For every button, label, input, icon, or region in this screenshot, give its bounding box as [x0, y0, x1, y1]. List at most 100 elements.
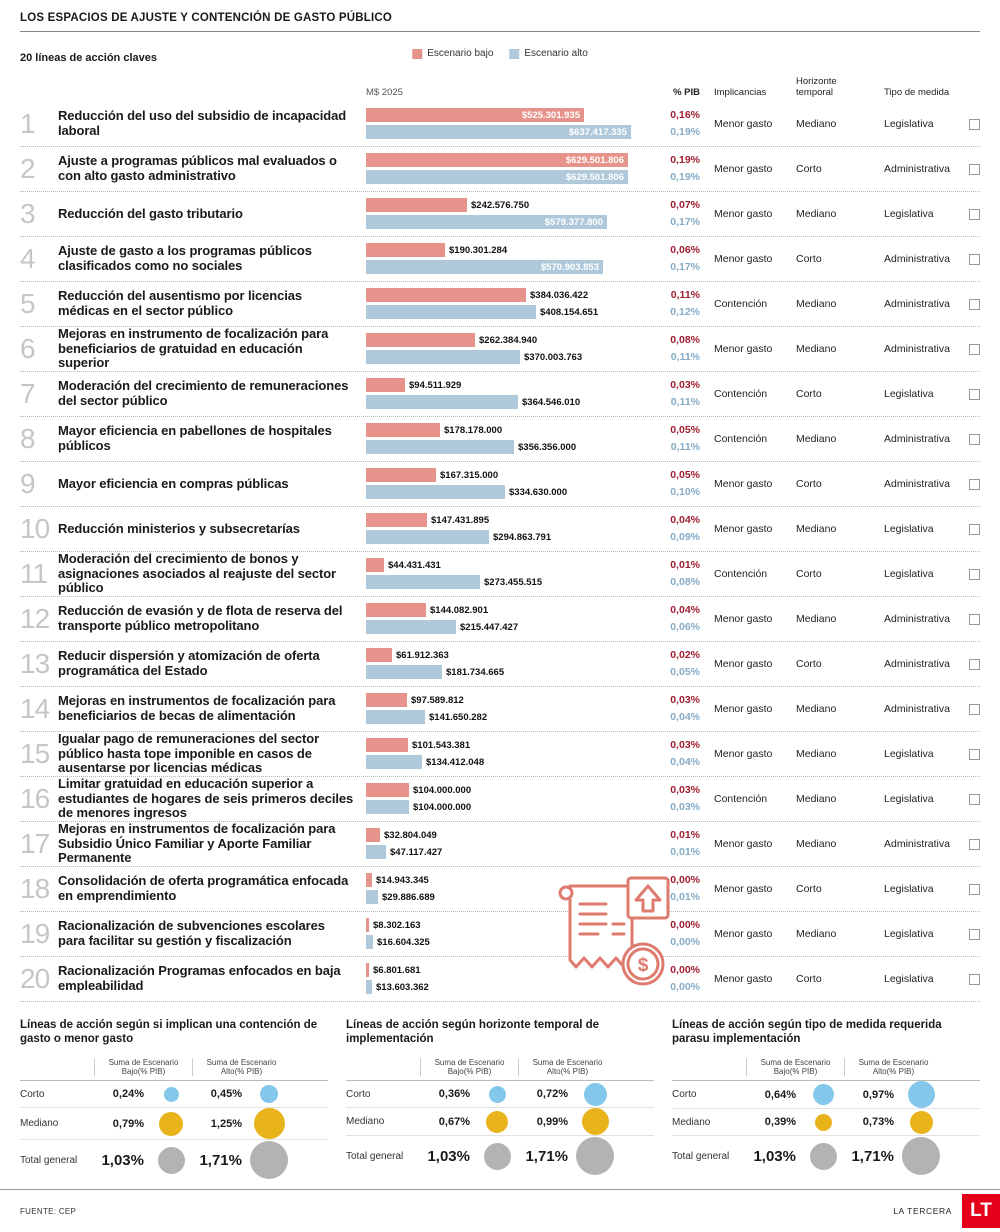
source-credit: FUENTE: CEP — [20, 1206, 77, 1216]
row-checkbox[interactable] — [969, 433, 980, 445]
pib-cell: 0,05% 0,11% — [650, 422, 700, 457]
row-number: 15 — [20, 738, 50, 769]
bar-escenario-bajo — [366, 288, 526, 303]
bar-escenario-bajo — [366, 468, 436, 483]
bar-value-low: $101.543.381 — [412, 740, 471, 752]
pib-cell: 0,11% 0,12% — [650, 287, 700, 322]
summary-header: Suma de Escenario Bajo(% PIB) Suma de Es… — [346, 1058, 654, 1081]
summary-rows: Corto 0,64% 0,97% Mediano 0,39% 0,73% Total ge… — [672, 1081, 980, 1176]
row-checkbox[interactable] — [969, 478, 980, 490]
legend: Escenario bajo Escenario alto — [412, 48, 588, 59]
tipo-cell: Administrativa — [884, 478, 950, 490]
summary-panel: Líneas de acción según tipo de medida re… — [672, 1018, 980, 1180]
horizonte-cell: Mediano — [796, 748, 837, 760]
pib-low-value: 0,02% — [670, 649, 700, 662]
row-checkbox[interactable] — [969, 613, 980, 625]
action-row: 13 Reducir dispersión y atomización de o… — [20, 642, 980, 687]
bar-line-high: $104.000.000 — [366, 799, 650, 815]
horizonte-cell: Mediano — [796, 703, 837, 715]
bubble-cell — [802, 1113, 844, 1131]
bar-value-low: $44.431.431 — [388, 560, 441, 572]
bar-value-high: $294.863.791 — [493, 531, 552, 543]
tipo-cell: Administrativa — [884, 343, 950, 355]
row-checkbox[interactable] — [969, 973, 980, 985]
implicancias-cell: Menor gasto — [714, 478, 773, 490]
row-checkbox[interactable] — [969, 523, 980, 535]
bubble-cell — [574, 1108, 616, 1135]
pib-low-value: 0,07% — [670, 199, 700, 212]
bar-value-low: $147.431.895 — [431, 515, 490, 527]
pib-low-value: 0,01% — [670, 829, 700, 842]
row-checkbox[interactable] — [969, 298, 980, 310]
bubble-cell — [248, 1141, 290, 1179]
legend-swatch-high-icon — [509, 48, 520, 59]
bar-line-low: $61.912.363 — [366, 648, 650, 663]
bubble-cell — [574, 1137, 616, 1175]
pib-high-value: 0,01% — [670, 890, 700, 903]
summary-panels: Líneas de acción según si implican una c… — [20, 1018, 980, 1180]
bubble-cell — [476, 1110, 518, 1133]
pib-cell: 0,07% 0,17% — [650, 197, 700, 232]
bar-value-high: $364.546.010 — [522, 396, 581, 408]
summary-value-high: 0,72% — [536, 1088, 568, 1100]
summary-row: Corto 0,64% 0,97% — [672, 1081, 980, 1109]
bar-line-high: $579.377.800 — [366, 214, 650, 230]
row-checkbox[interactable] — [969, 703, 980, 715]
bar-value-high: $215.447.427 — [460, 621, 519, 633]
bar-line-low: $190.301.284 — [366, 243, 650, 258]
action-row: 14 Mejoras en instrumentos de focalizaci… — [20, 687, 980, 732]
horizonte-cell: Corto — [796, 388, 822, 400]
summary-bubble — [488, 1085, 506, 1103]
row-checkbox[interactable] — [969, 928, 980, 940]
summary-bubble — [483, 1142, 511, 1170]
legend-item-high: Escenario alto — [509, 48, 588, 59]
bar-value-high: $47.117.427 — [390, 846, 443, 858]
row-checkbox[interactable] — [969, 118, 980, 130]
summary-bubble — [159, 1111, 183, 1136]
bar-escenario-alto — [366, 619, 456, 634]
bar-line-high: $215.447.427 — [366, 619, 650, 635]
row-bars: $44.431.431 $273.455.515 — [366, 557, 650, 592]
row-checkbox[interactable] — [969, 748, 980, 760]
row-checkbox[interactable] — [969, 163, 980, 175]
legend-label-low: Escenario bajo — [427, 48, 494, 59]
summary-title: Líneas de acción según tipo de medida re… — [672, 1019, 942, 1046]
action-row: 2 Ajuste a programas públicos mal evalua… — [20, 147, 980, 192]
row-bars: $190.301.284 $570.903.853 — [366, 242, 650, 277]
row-checkbox[interactable] — [969, 208, 980, 220]
bar-line-high: $294.863.791 — [366, 529, 650, 545]
bar-value-high: $29.886.689 — [382, 891, 435, 903]
tipo-cell: Legislativa — [884, 388, 934, 400]
column-header-pib: % PIB — [673, 87, 700, 98]
summary-row: Corto 0,36% 0,72% — [346, 1081, 654, 1108]
bar-escenario-alto — [366, 394, 518, 409]
horizonte-cell: Mediano — [796, 343, 837, 355]
row-checkbox[interactable] — [969, 793, 980, 805]
summary-row: Mediano 0,79% 1,25% — [20, 1108, 328, 1140]
row-label: Mejoras en instrumentos de focalización … — [58, 821, 336, 866]
tipo-cell: Administrativa — [884, 703, 950, 715]
summary-bubble — [486, 1110, 508, 1133]
bar-escenario-bajo — [366, 333, 475, 348]
row-checkbox[interactable] — [969, 838, 980, 850]
pib-low-value: 0,16% — [670, 109, 700, 122]
bar-value-high: $16.604.325 — [377, 936, 430, 948]
row-checkbox[interactable] — [969, 343, 980, 355]
bar-line-high: $370.003.763 — [366, 349, 650, 365]
tipo-cell: Legislativa — [884, 973, 934, 985]
row-checkbox[interactable] — [969, 658, 980, 670]
pib-low-value: 0,04% — [670, 604, 700, 617]
bar-line-high: $637.417.335 — [366, 124, 650, 140]
tipo-cell: Legislativa — [884, 523, 934, 535]
row-checkbox[interactable] — [969, 883, 980, 895]
row-checkbox[interactable] — [969, 388, 980, 400]
pib-high-value: 0,17% — [670, 215, 700, 228]
row-bars: $262.384.940 $370.003.763 — [366, 332, 650, 367]
row-checkbox[interactable] — [969, 568, 980, 580]
pib-high-value: 0,10% — [670, 485, 700, 498]
bar-escenario-alto — [366, 844, 386, 859]
bar-line-high: $47.117.427 — [366, 844, 650, 860]
tipo-cell: Administrativa — [884, 658, 950, 670]
bar-line-high: $273.455.515 — [366, 574, 650, 590]
row-checkbox[interactable] — [969, 253, 980, 265]
